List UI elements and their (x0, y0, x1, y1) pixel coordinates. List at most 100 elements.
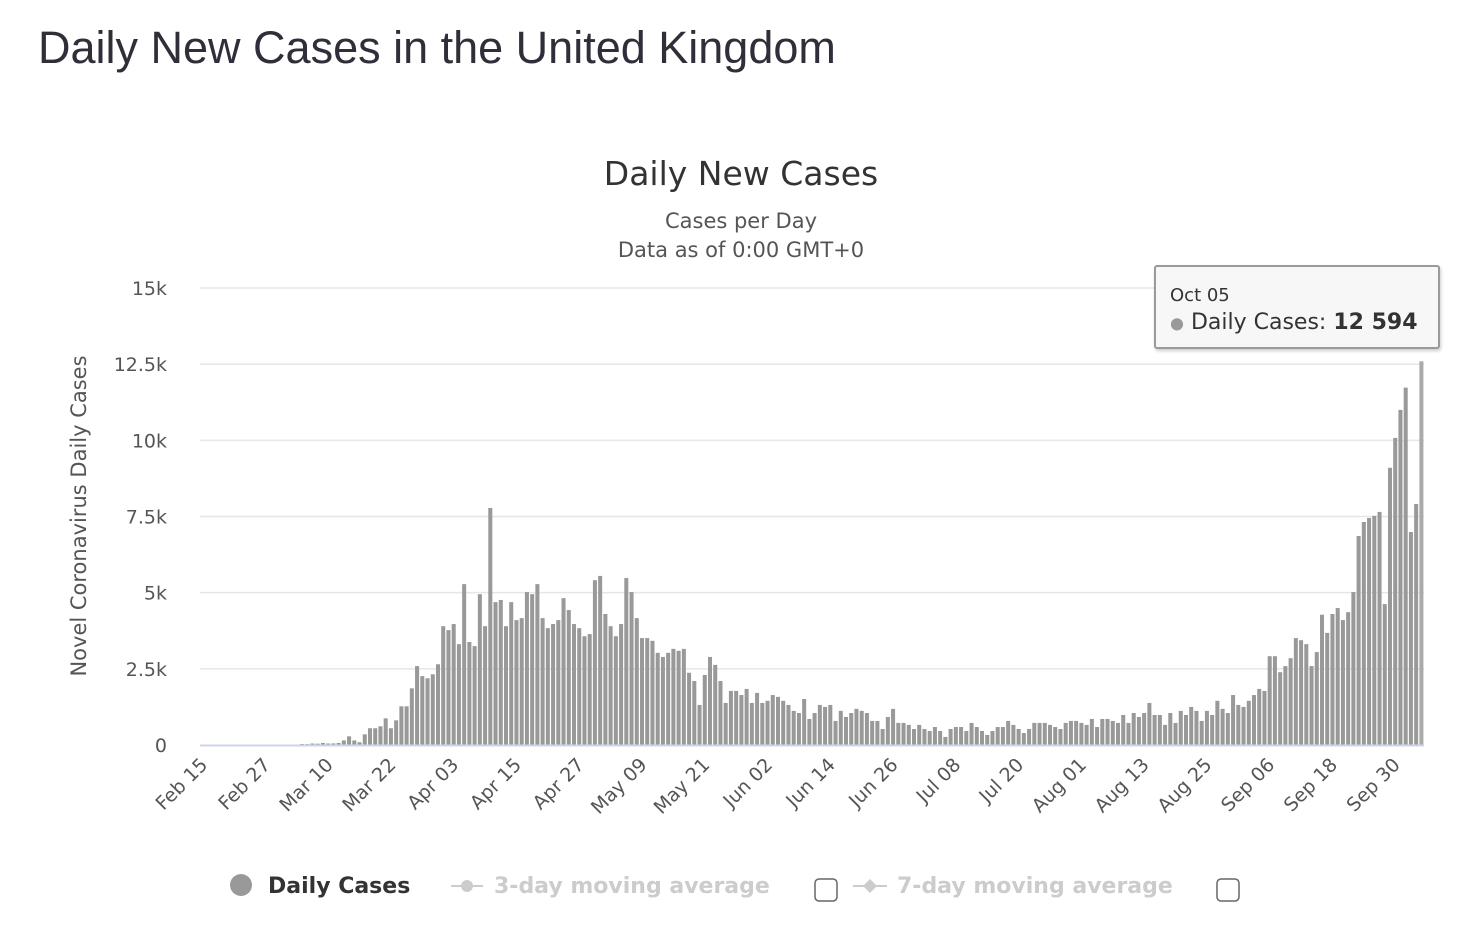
bar[interactable] (833, 720, 838, 745)
bar[interactable] (310, 743, 315, 745)
bar[interactable] (775, 696, 781, 745)
bar[interactable] (1173, 722, 1178, 745)
bar[interactable] (1142, 713, 1147, 745)
bar[interactable] (1042, 722, 1047, 745)
bar[interactable] (566, 610, 571, 745)
bar[interactable] (1178, 710, 1183, 745)
bar[interactable] (524, 592, 529, 745)
bar[interactable] (1335, 608, 1340, 745)
bar[interactable] (786, 704, 791, 745)
bar[interactable] (556, 620, 561, 745)
bar[interactable] (1309, 666, 1314, 745)
bar[interactable] (1319, 614, 1325, 745)
bar[interactable] (545, 628, 550, 745)
bar[interactable] (1089, 718, 1094, 745)
bar[interactable] (713, 664, 718, 745)
bar[interactable] (519, 618, 524, 745)
bar[interactable] (1257, 688, 1262, 745)
bar[interactable] (681, 648, 686, 745)
bar[interactable] (880, 729, 885, 745)
bar[interactable] (624, 578, 629, 745)
bar[interactable] (357, 742, 362, 745)
bar[interactable] (493, 602, 498, 745)
bar[interactable] (1084, 724, 1089, 745)
bar[interactable] (608, 626, 613, 745)
bar[interactable] (451, 624, 456, 745)
bar[interactable] (1115, 722, 1121, 745)
bar[interactable] (1278, 672, 1283, 745)
bar[interactable] (498, 599, 503, 745)
bar[interactable] (441, 626, 446, 745)
bar[interactable] (739, 695, 744, 745)
bar[interactable] (796, 713, 801, 745)
bar[interactable] (1183, 714, 1189, 745)
bar[interactable] (378, 726, 383, 745)
bar[interactable] (896, 722, 901, 745)
bar[interactable] (1288, 658, 1293, 745)
bar[interactable] (718, 681, 723, 745)
bar[interactable] (697, 704, 702, 745)
bar[interactable] (367, 728, 373, 745)
bar[interactable] (979, 730, 985, 745)
bar[interactable] (509, 602, 514, 745)
bar[interactable] (692, 681, 697, 745)
bar[interactable] (1136, 716, 1141, 745)
bar[interactable] (1199, 720, 1204, 745)
bar[interactable] (1361, 521, 1366, 745)
bar[interactable] (687, 672, 692, 745)
bar[interactable] (964, 730, 969, 745)
bar[interactable] (1016, 729, 1021, 745)
bar[interactable] (1095, 727, 1100, 745)
bar[interactable] (1377, 511, 1382, 745)
bar[interactable] (807, 718, 812, 745)
bar[interactable] (770, 695, 775, 745)
bar[interactable] (1241, 706, 1246, 745)
bar[interactable] (1147, 702, 1152, 745)
bar[interactable] (1393, 437, 1398, 745)
bar[interactable] (435, 664, 441, 745)
bar[interactable] (587, 634, 592, 745)
bar[interactable] (336, 742, 341, 745)
legend-item-7-day-average[interactable]: 7-day moving average (853, 874, 1173, 899)
bar[interactable] (1204, 710, 1209, 745)
bar[interactable] (571, 624, 577, 745)
bar[interactable] (791, 710, 796, 745)
bar[interactable] (619, 624, 624, 745)
bar[interactable] (535, 584, 540, 745)
bar[interactable] (603, 613, 608, 745)
bar[interactable] (1262, 690, 1267, 745)
bar[interactable] (1220, 708, 1225, 745)
bar[interactable] (373, 728, 378, 745)
bar[interactable] (1293, 638, 1298, 745)
bar[interactable] (849, 713, 854, 745)
bar[interactable] (639, 638, 645, 745)
bar[interactable] (959, 727, 964, 745)
bar[interactable] (1403, 387, 1408, 745)
bar[interactable] (409, 688, 414, 745)
bar[interactable] (1074, 720, 1079, 745)
bar[interactable] (315, 743, 320, 745)
bar[interactable] (430, 674, 435, 745)
bar[interactable] (1189, 706, 1194, 745)
bar[interactable] (995, 727, 1000, 745)
bar[interactable] (425, 678, 430, 745)
bar[interactable] (629, 592, 634, 745)
legend-item-daily-cases[interactable]: Daily Cases (230, 874, 410, 899)
bar[interactable] (823, 706, 828, 745)
bar[interactable] (488, 507, 493, 745)
3-day-average-checkbox[interactable] (814, 878, 838, 902)
bar[interactable] (1299, 640, 1304, 745)
bar[interactable] (477, 594, 482, 745)
bar[interactable] (561, 598, 566, 745)
bar[interactable] (660, 656, 665, 745)
bar[interactable] (943, 736, 948, 745)
bar[interactable] (551, 624, 556, 745)
bar[interactable] (671, 648, 676, 745)
bar[interactable] (320, 742, 325, 745)
bar[interactable] (1168, 713, 1173, 745)
bar[interactable] (1304, 644, 1309, 745)
bar[interactable] (577, 628, 582, 745)
bar[interactable] (985, 734, 990, 745)
bar[interactable] (802, 698, 807, 745)
bar[interactable] (969, 722, 974, 745)
